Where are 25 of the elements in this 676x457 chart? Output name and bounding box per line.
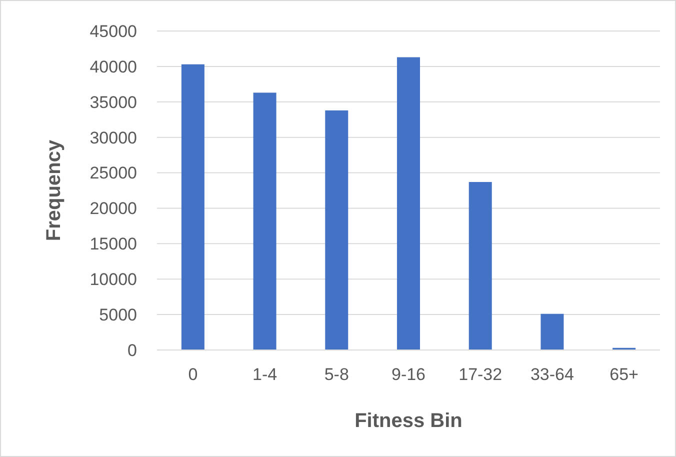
x-tick-label: 0 [188, 365, 198, 384]
x-tick-label: 1-4 [252, 365, 278, 384]
y-tick-label: 45000 [90, 22, 137, 41]
y-tick-label: 40000 [90, 57, 137, 76]
x-axis-title: Fitness Bin [354, 410, 462, 432]
y-axis-title: Frequency [43, 139, 65, 242]
y-tick-label: 35000 [90, 92, 137, 112]
bar [468, 182, 492, 350]
bar [253, 92, 276, 350]
y-tick-label: 30000 [90, 128, 137, 148]
y-tick-label: 20000 [90, 199, 137, 218]
x-tick-label: 9-16 [391, 365, 426, 384]
bar [540, 314, 564, 350]
y-tick-label: 5000 [99, 306, 137, 325]
y-tick-label: 0 [128, 340, 137, 360]
x-tick-label: 65+ [610, 365, 639, 384]
y-tick-label: 15000 [90, 234, 137, 254]
x-tick-label: 33-64 [530, 365, 574, 384]
y-tick-label: 10000 [90, 270, 137, 290]
bar [325, 110, 348, 350]
bar [181, 64, 204, 350]
x-tick-label: 17-32 [458, 365, 502, 384]
bar [397, 57, 420, 350]
x-tick-label: 5-8 [324, 365, 349, 384]
y-tick-label: 25000 [90, 164, 137, 183]
